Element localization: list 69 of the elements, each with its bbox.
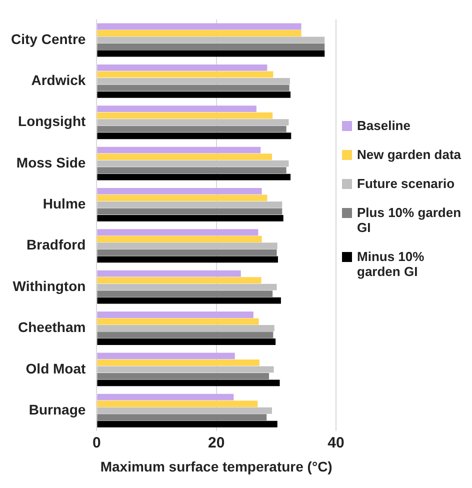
bar [97,126,286,132]
bar [97,174,291,180]
bar [97,372,269,380]
bar [97,23,302,30]
bar [97,160,289,167]
y-tick-label: Withington [12,278,86,294]
bar [97,270,241,277]
y-tick-label: Ardwick [31,72,86,88]
bar [97,297,281,304]
bar [97,167,286,174]
bar [97,132,292,140]
legend-label: New garden data [357,147,462,162]
bar [97,50,325,57]
legend-label: Plus 10% garden GI [357,205,462,235]
x-tick-label: 40 [328,434,344,452]
y-tick-label: Burnage [28,401,86,418]
bar [97,277,262,284]
bar [97,338,276,345]
bar [97,154,272,160]
bar [97,359,260,366]
bar [97,236,262,242]
bar [97,242,278,250]
bar [97,64,268,71]
legend-label: Minus 10% garden GI [357,249,426,279]
y-tick-label: Cheetham [18,319,86,336]
y-tick-label: City Centre [10,30,86,47]
bar [97,400,258,408]
bar [97,119,289,126]
bar [97,420,278,428]
bar [97,284,277,290]
y-tick-label: Hulme [42,196,86,212]
bar [97,332,274,338]
bar [97,91,291,98]
x-axis-title: Maximum surface temperature (°C) [100,458,332,474]
bar [97,325,274,332]
bar [97,414,267,421]
bar [97,394,234,400]
bar [97,202,282,208]
bar [97,256,278,263]
y-tick-label: Longsight [18,113,86,130]
bar [97,318,259,325]
bar [97,380,280,386]
bar [97,112,273,119]
bar [97,84,290,92]
bar [97,407,272,414]
bar [97,208,282,215]
bar [97,146,261,154]
bar [97,106,256,112]
y-tick-label: Moss Side [16,154,86,170]
bar [97,249,277,256]
bar [97,290,273,298]
bar [97,352,235,360]
x-tick-label: 20 [208,434,225,452]
legend-label: Future scenario [357,176,455,191]
bar [97,312,254,318]
bar [97,194,268,202]
bar [97,188,262,194]
bar [97,366,274,373]
y-tick-label: Bradford [26,236,86,253]
x-tick-label: 0 [92,434,101,452]
bar [97,44,325,50]
legend-label: Baseline [357,118,410,133]
bar [97,36,325,44]
bar [97,30,302,36]
bar [97,229,258,236]
bar [97,78,290,84]
bar [97,215,284,222]
bar [97,71,274,78]
y-tick-label: Old Moat [26,360,86,376]
